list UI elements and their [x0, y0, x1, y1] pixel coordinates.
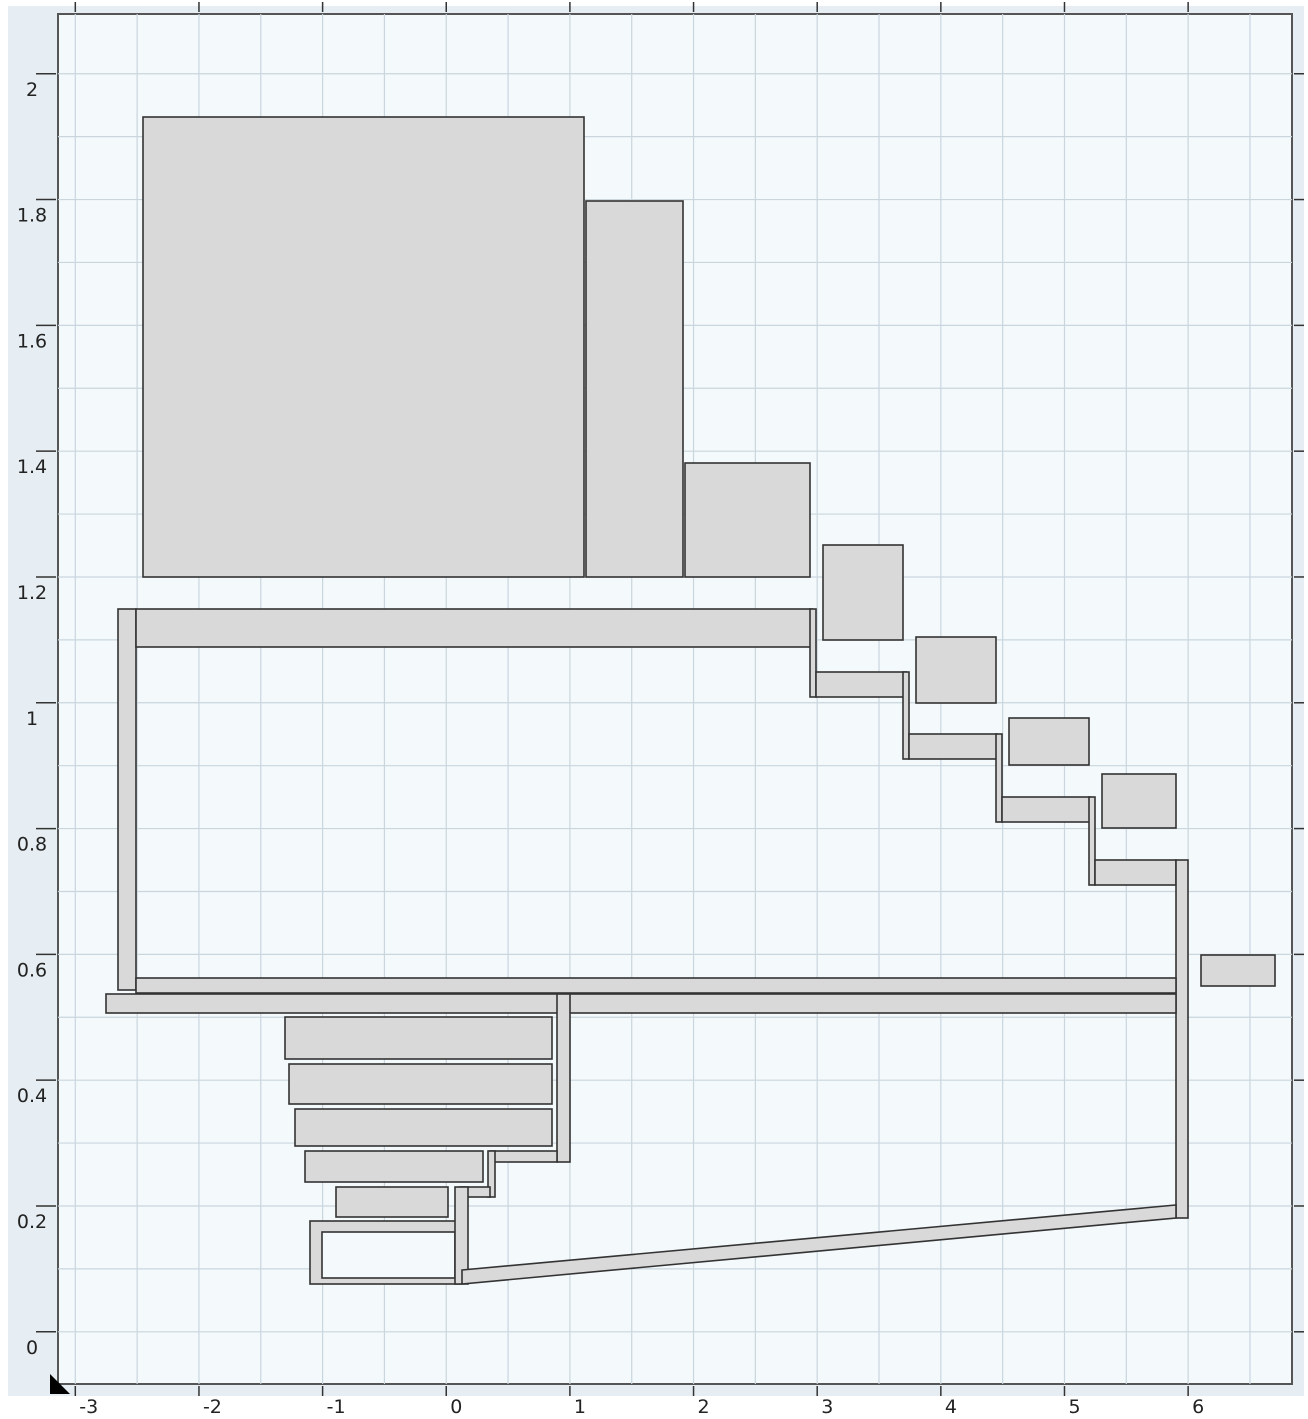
x-tick-label: 3 — [821, 1396, 833, 1418]
domain — [1088, 796, 1096, 886]
y-tick-label: 1.6 — [17, 330, 47, 352]
domain — [487, 1150, 496, 1198]
x-tick-label: -1 — [327, 1396, 346, 1418]
y-tick-label: 1.4 — [17, 456, 47, 478]
domain — [815, 671, 907, 698]
domain — [135, 608, 813, 648]
domain — [585, 200, 684, 578]
y-tick-label: 1.2 — [17, 582, 47, 604]
domain — [294, 1108, 553, 1147]
domain — [1094, 859, 1177, 886]
domain — [288, 1063, 553, 1105]
domain — [995, 733, 1003, 823]
domain — [135, 977, 1177, 994]
y-tick-label: 0 — [26, 1337, 38, 1359]
domain — [142, 116, 585, 578]
x-tick-label: 1 — [574, 1396, 586, 1418]
domain — [556, 993, 571, 1163]
domain — [489, 1150, 558, 1163]
x-tick-label: 6 — [1192, 1396, 1204, 1418]
y-tick-label: 0.4 — [17, 1085, 47, 1107]
domain — [809, 608, 817, 698]
domain — [684, 462, 811, 578]
domain — [117, 608, 137, 991]
geometry — [105, 116, 1276, 1285]
domain — [902, 671, 910, 760]
x-tick-label: -3 — [79, 1396, 98, 1418]
domain — [1001, 796, 1091, 823]
y-tick-label: 1 — [26, 708, 38, 730]
domain — [335, 1186, 449, 1218]
x-tick-label: 0 — [450, 1396, 462, 1418]
domain — [284, 1016, 553, 1060]
domain — [1200, 954, 1276, 987]
domain — [822, 544, 904, 641]
x-tick-label: 4 — [945, 1396, 957, 1418]
x-tick-label: 5 — [1068, 1396, 1080, 1418]
y-tick-label: 0.6 — [17, 959, 47, 981]
corner-marker — [50, 1374, 70, 1394]
y-tick-label: 0.8 — [17, 834, 47, 856]
domain — [908, 733, 998, 760]
domain — [1008, 717, 1090, 766]
domain — [1101, 773, 1177, 829]
x-tick-label: -2 — [203, 1396, 222, 1418]
y-tick-label: 1.8 — [17, 205, 47, 227]
domain — [105, 993, 1177, 1014]
y-tick-label: 0.2 — [17, 1211, 47, 1233]
domain — [915, 636, 997, 704]
y-tick-label: 2 — [26, 79, 38, 101]
axes: -3 -2 -1 0 1 2 3 4 5 6 0 0.2 0.4 0.6 0.8 1 1.2 1.4 1.6 1.8 2 — [17, 2, 1304, 1418]
domain — [321, 1231, 456, 1279]
x-tick-label: 2 — [698, 1396, 710, 1418]
domain — [461, 1204, 1177, 1285]
domain — [304, 1150, 484, 1183]
domain — [1175, 859, 1189, 1219]
